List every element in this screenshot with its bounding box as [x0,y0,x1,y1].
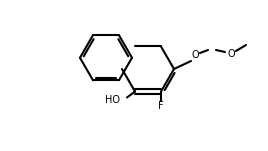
Text: O: O [227,49,235,59]
Text: F: F [158,101,164,111]
Text: HO: HO [106,95,121,104]
Text: O: O [191,50,199,60]
